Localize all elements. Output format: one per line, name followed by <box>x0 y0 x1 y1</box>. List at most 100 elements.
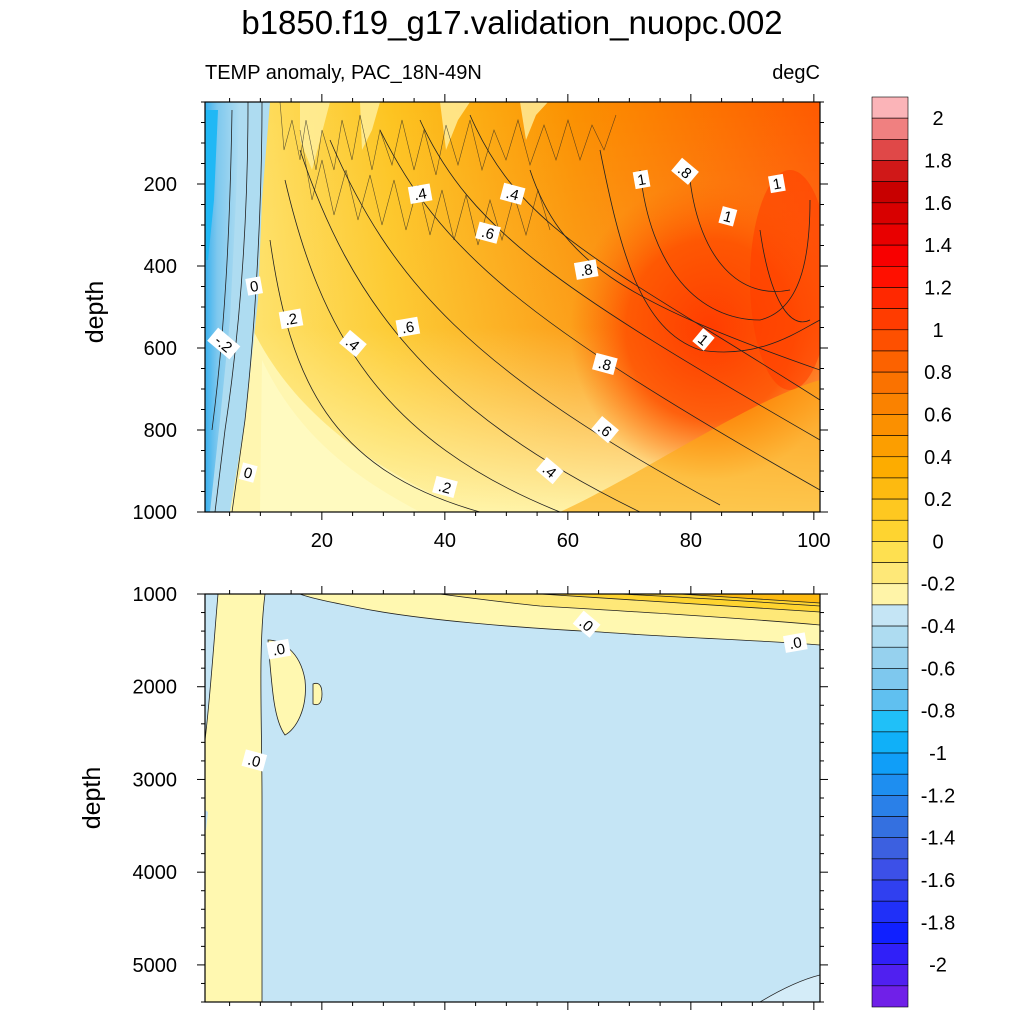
y-tick-label: 4000 <box>133 862 178 884</box>
colorbar-swatch <box>871 392 909 415</box>
contour-label-bg <box>572 610 601 638</box>
lower-x-ticks <box>229 586 815 1010</box>
colorbar-swatch <box>871 879 909 902</box>
colorbar-label: 1.8 <box>924 150 952 172</box>
colorbar-swatch <box>871 773 909 796</box>
colorbar-labels: 2 1.8 1.6 1.4 1.2 1 0.8 0.6 0.4 0.2 0 -0.2 -0.4 -0.6 -… <box>921 108 955 977</box>
contour-label: .6 <box>591 416 619 444</box>
colorbar-label: 1.4 <box>924 235 952 257</box>
contour-label: .0 <box>783 632 808 653</box>
colorbar-swatch <box>871 435 909 458</box>
chart-title: b1850.f19_g17.validation_nuopc.002 <box>241 4 783 41</box>
contour-label: .4 <box>339 329 367 358</box>
y-tick-label: 1000 <box>133 584 178 606</box>
contour-label-text: .0 <box>788 634 803 653</box>
colorbar-swatch <box>871 139 909 161</box>
contour-label: .6 <box>475 221 501 244</box>
contour-label-text: .8 <box>579 261 594 280</box>
contour-label-bg <box>632 169 651 190</box>
colorbar-swatch <box>871 477 909 500</box>
upper-y-ticks: 200 400 600 800 1000 <box>133 101 828 524</box>
contour-label-bg <box>238 462 258 483</box>
colorbar-swatch <box>871 710 909 733</box>
colorbar-swatch <box>871 668 909 690</box>
contour-label-bg <box>395 316 421 338</box>
colorbar-swatch <box>871 816 909 838</box>
lower-y-ticks: 1000 2000 3000 4000 5000 <box>133 584 828 1003</box>
colorbar-label: 0.8 <box>924 362 952 384</box>
y-tick-label: 600 <box>144 338 177 360</box>
contour-label: .0 <box>241 749 268 772</box>
colorbar-swatch <box>871 350 909 373</box>
colorbar-swatch <box>871 795 909 817</box>
colorbar-swatch <box>871 858 909 881</box>
colorbar-swatch <box>871 922 909 944</box>
contour-label-bg <box>592 352 618 375</box>
contour-label-bg <box>535 457 564 485</box>
colorbar-swatch <box>871 541 909 563</box>
colorbar-label: 1.2 <box>924 277 952 299</box>
y-tick-label: 1000 <box>133 502 178 524</box>
contour-label-text: .6 <box>480 224 496 244</box>
contour-label-bg <box>432 475 458 498</box>
colorbar-swatch <box>871 329 909 352</box>
y-tick-label: 3000 <box>133 769 178 791</box>
contour-label-bg <box>692 328 715 351</box>
colorbar-swatch <box>871 160 909 182</box>
colorbar-boxes <box>871 96 909 1008</box>
units-subtitle: degC <box>772 62 820 84</box>
colorbar-label: 0.2 <box>924 489 952 511</box>
contour-label: .4 <box>499 182 526 205</box>
contour-label-bg <box>573 259 599 280</box>
contour-label: .8 <box>592 352 618 375</box>
contour-label: 0 <box>245 276 263 296</box>
contour-label-text: 1 <box>771 175 782 193</box>
contour-label-text: .8 <box>596 355 612 375</box>
colorbar-swatch <box>871 456 909 479</box>
colorbar-label: -0.4 <box>921 616 955 638</box>
colorbar-label: -1.8 <box>921 912 955 934</box>
colorbar-swatch <box>871 244 909 267</box>
colorbar-label: -1.4 <box>921 828 955 850</box>
upper-zero-band <box>260 360 420 512</box>
lower-west-cold-speck <box>205 810 208 830</box>
colorbar-label: 0.4 <box>924 447 952 469</box>
colorbar-label: -2 <box>929 955 947 977</box>
upper-coldest-patch <box>205 110 218 260</box>
contour-label: .0 <box>266 638 292 660</box>
contour-label: .8 <box>671 157 699 185</box>
contour-label-text: .2 <box>436 478 452 498</box>
colorbar-swatch <box>871 604 909 627</box>
colorbar-swatch <box>871 625 909 648</box>
upper-x-ticks: 20 40 60 80 100 <box>229 94 831 552</box>
variable-subtitle: TEMP anomaly, PAC_18N-49N <box>205 62 482 84</box>
contour-label: 0 <box>238 462 258 483</box>
colorbar-swatch <box>871 117 909 140</box>
upper-y-axis-title: depth <box>81 281 109 344</box>
colorbar-swatch <box>871 837 909 860</box>
contour-label-text: 1 <box>636 171 647 189</box>
lower-west-warm-column <box>205 594 265 1002</box>
contour-label-bg <box>407 183 433 205</box>
colorbar-swatch <box>871 414 909 436</box>
contour-label-bg <box>266 638 292 660</box>
colorbar-swatch <box>871 308 909 331</box>
contour-label: .6 <box>395 316 421 338</box>
upper-deep-warm <box>560 380 820 512</box>
contour-label-text: .6 <box>400 319 415 338</box>
lower-contours <box>205 594 820 1002</box>
contour-label-bg <box>278 308 304 330</box>
contour-label-bg <box>783 632 808 653</box>
colorbar-label: -0.6 <box>921 658 955 680</box>
contour-label: 1 <box>632 169 651 190</box>
contour-label-bg <box>475 221 501 244</box>
lower-field <box>205 594 820 1002</box>
colorbar-swatch <box>871 498 909 521</box>
contour-label-bg <box>718 206 738 227</box>
contour-label: 1 <box>768 173 786 194</box>
colorbar-label: -0.2 <box>921 574 955 596</box>
contour-label-bg <box>499 182 526 205</box>
contour-label-text: .4 <box>504 185 520 205</box>
contour-label-bg <box>207 327 241 360</box>
